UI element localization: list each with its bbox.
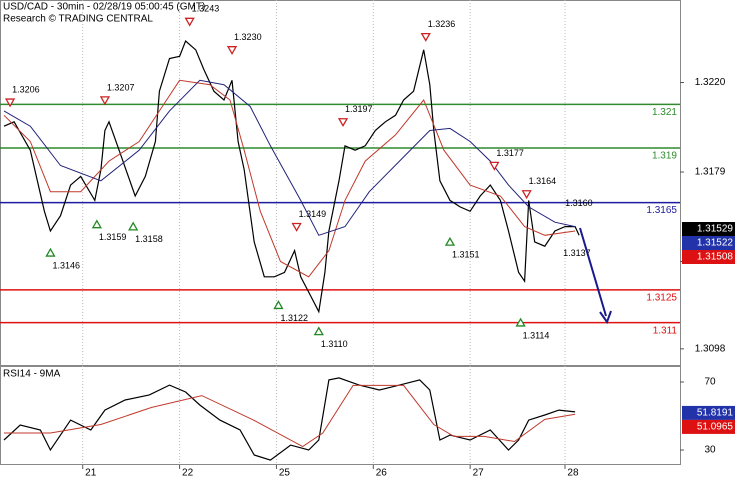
high-marker — [99, 96, 111, 106]
price-tag-label: 51.0965 — [697, 422, 734, 433]
high-marker — [184, 17, 195, 27]
high-label: 1.3149 — [299, 209, 327, 219]
price-tag — [682, 419, 735, 434]
price-panel — [0, 0, 681, 366]
high-label: 1.3243 — [192, 4, 220, 14]
high-marker — [226, 46, 238, 55]
high-label: 1.3230 — [234, 32, 262, 42]
series-line — [4, 384, 576, 448]
high-marker — [420, 32, 431, 42]
price-tag — [682, 221, 735, 236]
high-label: 1.3177 — [496, 148, 524, 158]
price-tag — [682, 235, 735, 250]
level-label: 1.3165 — [646, 205, 677, 216]
level-label: 1.311 — [653, 325, 678, 336]
series-line — [3, 79, 576, 236]
low-label: 1.3151 — [452, 250, 480, 260]
level-label: 1.321 — [652, 107, 677, 118]
x-tick-label: 27 — [473, 468, 485, 479]
low-marker — [273, 300, 284, 310]
low-label: 1.3159 — [99, 232, 127, 242]
x-tick-label: 28 — [567, 468, 579, 479]
high-label: 1.3206 — [12, 84, 40, 94]
y-tick-label: 70 — [704, 377, 716, 388]
rsi-title: RSI14 - 9MA — [3, 369, 61, 380]
low-marker — [444, 236, 456, 246]
series-line — [3, 79, 576, 278]
high-marker — [521, 190, 532, 200]
x-tick-label: 25 — [279, 468, 291, 479]
price-tag — [682, 249, 735, 264]
level-label: 1.3125 — [646, 293, 677, 304]
x-tick-label: 22 — [182, 468, 194, 479]
price-tag — [682, 405, 735, 420]
y-tick-label: 1.3098 — [695, 343, 726, 354]
price-tag-label: 1.31522 — [697, 238, 734, 249]
high-marker — [489, 161, 500, 171]
x-tick-label: 26 — [376, 468, 388, 479]
high-label: 1.3197 — [345, 104, 373, 114]
low-marker — [45, 247, 56, 257]
high-label: 1.3164 — [529, 176, 557, 186]
high-label: 1.3236 — [428, 19, 456, 29]
price-tag-label: 1.31529 — [697, 224, 734, 235]
price-tag-label: 1.31508 — [697, 252, 734, 263]
x-tick-label: 21 — [85, 468, 97, 479]
low-marker — [313, 326, 324, 336]
low-label: 1.3110 — [321, 339, 348, 349]
y-tick-label: 1.3179 — [695, 167, 726, 178]
rsi-panel — [0, 366, 681, 465]
projection-arrow — [579, 227, 612, 325]
price-label: 1.3137 — [563, 248, 591, 258]
low-label: 1.3122 — [280, 313, 308, 323]
y-tick-label: 30 — [704, 445, 716, 456]
level-label: 1.319 — [652, 151, 677, 162]
chart-title: USD/CAD - 30min - 02/28/19 05:00:45 (GMT… — [3, 2, 205, 13]
chart-subtitle: Research © TRADING CENTRAL — [3, 14, 153, 25]
price-label: 1.3160 — [565, 198, 593, 208]
high-marker — [291, 222, 302, 232]
low-label: 1.3114 — [523, 330, 550, 340]
low-label: 1.3158 — [135, 234, 163, 244]
series-line — [3, 39, 580, 314]
high-label: 1.3207 — [107, 82, 135, 92]
high-marker — [337, 118, 349, 128]
low-marker — [128, 221, 139, 231]
high-marker — [4, 98, 16, 108]
low-label: 1.3146 — [52, 260, 80, 270]
price-tag-label: 51.8191 — [697, 408, 734, 419]
y-tick-label: 1.3220 — [695, 77, 726, 88]
low-marker — [91, 219, 102, 229]
series-line — [3, 377, 576, 461]
low-marker — [515, 317, 526, 327]
